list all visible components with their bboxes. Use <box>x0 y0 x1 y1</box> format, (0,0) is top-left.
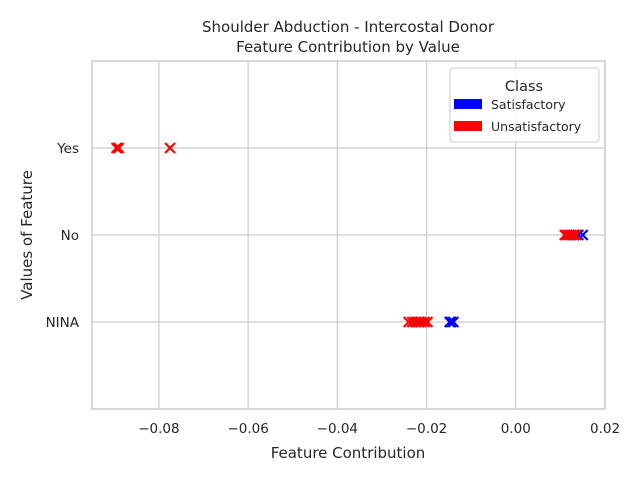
data-point-unsatisfactory <box>110 142 123 154</box>
data-point-unsatisfactory <box>567 229 580 241</box>
legend-swatch-unsatisfactory <box>454 121 482 131</box>
legend-label-satisfactory: Satisfactory <box>491 97 566 112</box>
y-tick-label: No <box>61 228 79 244</box>
data-point-unsatisfactory <box>418 316 431 328</box>
x-tick-label: 0.02 <box>590 421 620 437</box>
x-tick-label: 0.00 <box>501 421 531 437</box>
data-point-unsatisfactory <box>570 229 582 241</box>
legend-box <box>449 67 600 143</box>
plot-frame <box>91 60 606 410</box>
chart-title-line-1: Shoulder Abduction - Intercostal Donor <box>202 18 495 36</box>
legend-title: Class <box>505 79 543 95</box>
tick-labels: −0.08 −0.06 −0.04 −0.02 0.00 0.02 Yes No NINA <box>46 141 620 437</box>
y-axis-label: Values of Feature <box>18 170 36 300</box>
y-tick-label: Yes <box>56 141 79 157</box>
legend: Class Satisfactory Unsatisfactory <box>449 67 600 143</box>
x-tick-label: −0.08 <box>138 421 179 437</box>
data-point-unsatisfactory <box>164 142 176 154</box>
x-tick-label: −0.06 <box>227 421 268 437</box>
data-point-satisfactory <box>443 316 456 328</box>
data-point-unsatisfactory <box>421 316 434 328</box>
data-point-unsatisfactory <box>565 229 578 241</box>
y-tick-label: NINA <box>46 315 80 331</box>
legend-swatch-satisfactory <box>454 99 482 109</box>
x-tick-label: −0.04 <box>317 421 358 437</box>
chart-title-line-2: Feature Contribution by Value <box>236 38 460 56</box>
legend-label-unsatisfactory: Unsatisfactory <box>491 119 582 134</box>
data-points <box>110 142 589 328</box>
x-axis-label: Feature Contribution <box>271 444 426 462</box>
x-tick-label: −0.02 <box>406 421 447 437</box>
data-point-satisfactory <box>447 316 460 328</box>
data-point-unsatisfactory <box>112 142 125 154</box>
